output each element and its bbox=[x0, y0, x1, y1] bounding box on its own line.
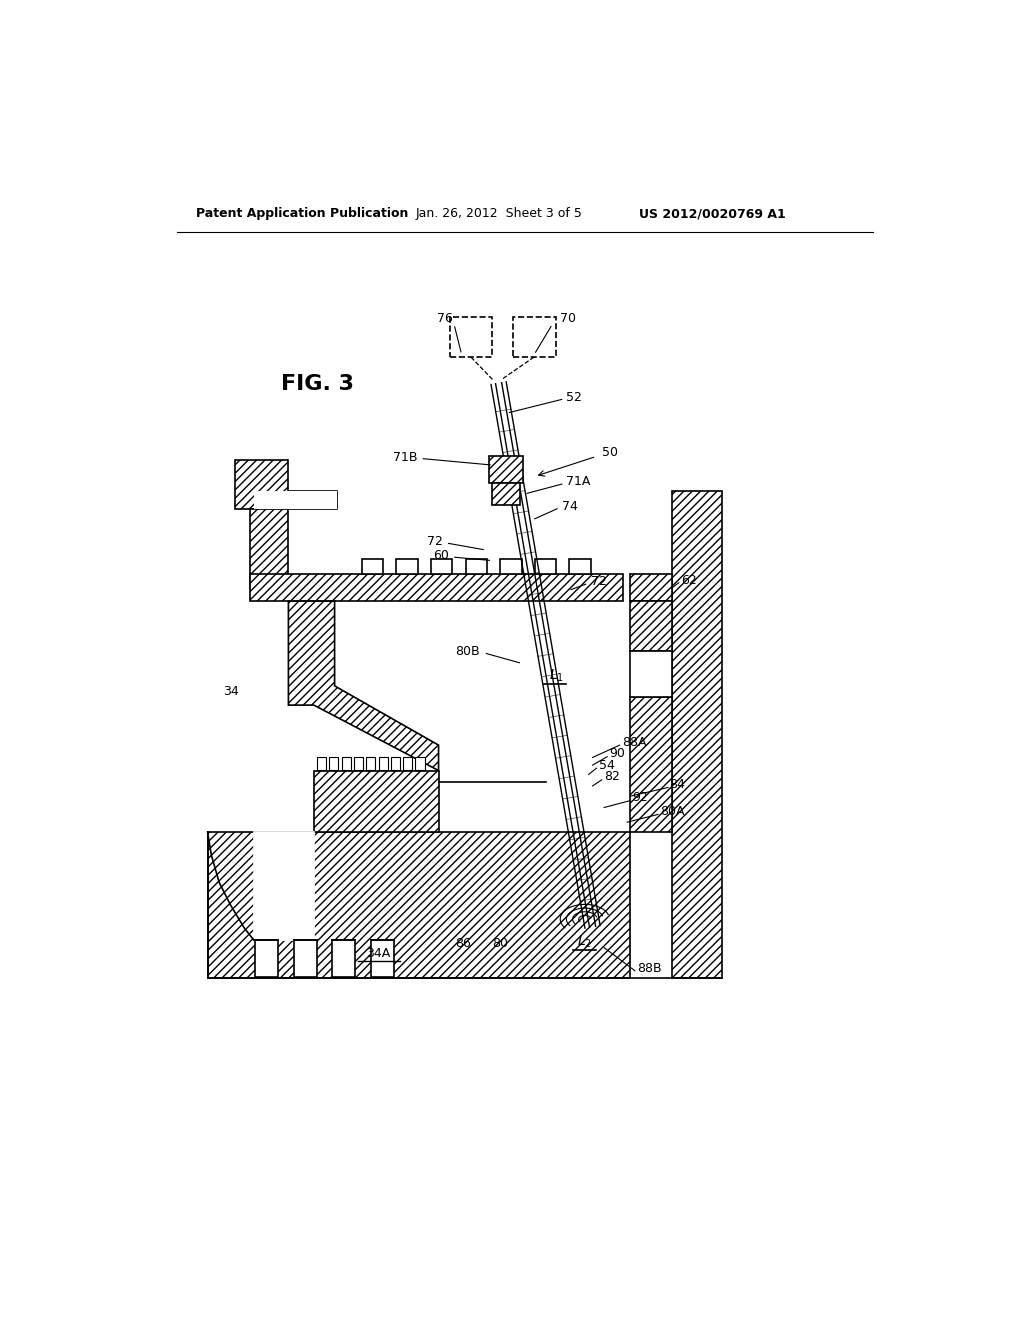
Text: 74: 74 bbox=[562, 500, 578, 513]
Bar bbox=[431, 558, 453, 574]
Polygon shape bbox=[630, 574, 672, 601]
Text: 62: 62 bbox=[681, 574, 697, 587]
FancyBboxPatch shape bbox=[513, 317, 556, 358]
Polygon shape bbox=[289, 601, 438, 771]
Text: 80: 80 bbox=[493, 937, 508, 950]
Bar bbox=[361, 558, 383, 574]
Text: 76: 76 bbox=[437, 312, 453, 325]
Polygon shape bbox=[630, 651, 672, 697]
Polygon shape bbox=[493, 483, 520, 506]
Polygon shape bbox=[672, 491, 722, 978]
FancyBboxPatch shape bbox=[451, 317, 493, 358]
Text: FIG. 3: FIG. 3 bbox=[281, 374, 353, 393]
Text: 88B: 88B bbox=[637, 962, 662, 975]
Text: 84: 84 bbox=[670, 777, 685, 791]
Bar bbox=[294, 940, 316, 977]
Text: 80A: 80A bbox=[660, 805, 685, 818]
Polygon shape bbox=[250, 574, 624, 601]
Text: Jan. 26, 2012  Sheet 3 of 5: Jan. 26, 2012 Sheet 3 of 5 bbox=[416, 207, 583, 220]
Text: 54: 54 bbox=[599, 759, 614, 772]
Bar bbox=[342, 758, 351, 770]
Polygon shape bbox=[208, 832, 630, 978]
Bar bbox=[396, 558, 418, 574]
Polygon shape bbox=[254, 491, 337, 508]
Polygon shape bbox=[234, 461, 337, 508]
Bar bbox=[416, 758, 425, 770]
Text: 34: 34 bbox=[222, 685, 239, 698]
Bar bbox=[255, 940, 279, 977]
Bar bbox=[354, 758, 364, 770]
Text: 50: 50 bbox=[602, 446, 617, 459]
Text: 52: 52 bbox=[565, 391, 582, 404]
Polygon shape bbox=[630, 697, 672, 832]
Text: 70: 70 bbox=[560, 312, 577, 325]
Text: $L_2$: $L_2$ bbox=[578, 935, 592, 950]
Bar bbox=[535, 558, 556, 574]
Polygon shape bbox=[630, 601, 672, 651]
Bar bbox=[391, 758, 400, 770]
Text: 72: 72 bbox=[427, 536, 442, 548]
Bar bbox=[371, 940, 394, 977]
Text: 34A: 34A bbox=[367, 948, 390, 961]
Bar bbox=[500, 558, 521, 574]
Bar bbox=[333, 940, 355, 977]
Text: 90: 90 bbox=[609, 747, 626, 760]
Bar bbox=[367, 758, 376, 770]
Text: $L_1$: $L_1$ bbox=[549, 668, 564, 684]
Text: 86: 86 bbox=[456, 937, 471, 950]
Bar bbox=[569, 558, 591, 574]
Bar bbox=[330, 758, 339, 770]
Text: 88A: 88A bbox=[622, 735, 646, 748]
Polygon shape bbox=[254, 832, 313, 940]
Text: Patent Application Publication: Patent Application Publication bbox=[196, 207, 409, 220]
Polygon shape bbox=[489, 457, 523, 483]
Text: US 2012/0020769 A1: US 2012/0020769 A1 bbox=[639, 207, 785, 220]
Polygon shape bbox=[313, 771, 438, 832]
Text: 71A: 71A bbox=[566, 475, 591, 488]
Text: 92: 92 bbox=[633, 791, 648, 804]
Text: 82: 82 bbox=[604, 770, 620, 783]
Bar bbox=[466, 558, 487, 574]
Bar bbox=[403, 758, 413, 770]
Text: 72: 72 bbox=[591, 576, 607, 589]
Bar bbox=[379, 758, 388, 770]
Bar bbox=[316, 758, 326, 770]
Text: 80B: 80B bbox=[455, 644, 479, 657]
Text: 60: 60 bbox=[433, 549, 449, 562]
Polygon shape bbox=[250, 508, 289, 589]
Text: 71B: 71B bbox=[392, 450, 417, 463]
